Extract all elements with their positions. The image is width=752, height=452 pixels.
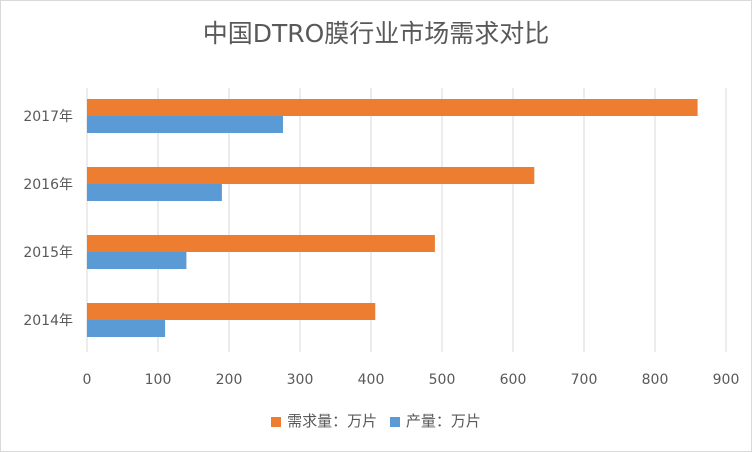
legend-label-demand: 需求量：万片 <box>287 412 378 430</box>
x-tick-label: 0 <box>83 372 92 388</box>
legend-swatch-demand <box>271 416 282 427</box>
legend-label-production: 产量：万片 <box>405 412 481 430</box>
x-tick-label: 900 <box>713 372 740 388</box>
x-tick-label: 800 <box>642 372 669 388</box>
legend-swatch-production <box>389 416 400 427</box>
y-tick-label: 2017年 <box>23 109 73 125</box>
legend-item-demand: 需求量：万片 <box>271 412 377 430</box>
bar-demand-2015年 <box>87 235 435 252</box>
x-tick-label: 600 <box>500 372 527 388</box>
bar-production-2015年 <box>87 252 187 269</box>
y-tick-label: 2015年 <box>23 245 73 261</box>
bar-demand-2014年 <box>87 303 376 320</box>
legend-item-production: 产量：万片 <box>389 412 481 430</box>
chart-title: 中国DTRO膜行业市场需求对比 <box>202 19 550 48</box>
legend: 需求量：万片 产量：万片 <box>0 410 752 431</box>
x-tick-label: 100 <box>145 372 172 388</box>
x-tick-label: 200 <box>216 372 243 388</box>
x-tick-label: 300 <box>287 372 314 388</box>
y-tick-label: 2014年 <box>23 313 73 329</box>
x-tick-label: 400 <box>358 372 385 388</box>
x-tick-label: 700 <box>571 372 598 388</box>
bar-production-2016年 <box>87 184 222 201</box>
bar-demand-2016年 <box>87 167 535 184</box>
x-tick-label: 500 <box>429 372 456 388</box>
bar-production-2017年 <box>87 116 283 133</box>
bar-demand-2017年 <box>87 99 698 116</box>
bar-production-2014年 <box>87 320 166 337</box>
y-tick-label: 2016年 <box>23 177 73 193</box>
